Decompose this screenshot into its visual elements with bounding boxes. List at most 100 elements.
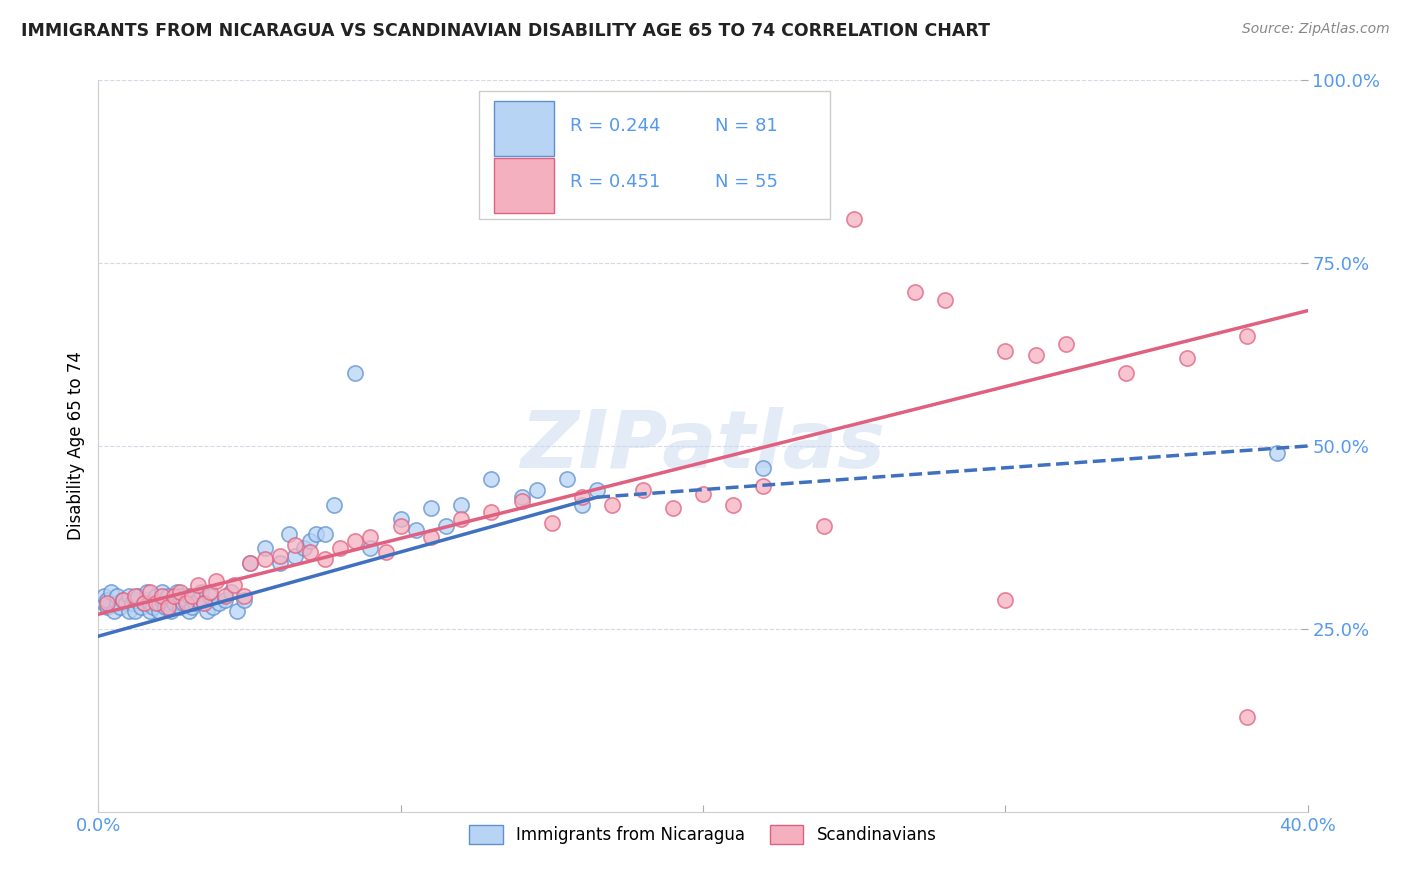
Point (510, 494, 533, 508)
Legend: Immigrants from Nicaragua, Scandinavians: Immigrants from Nicaragua, Scandinavians (463, 818, 943, 851)
Point (160, 603, 183, 617)
Point (631, 483, 654, 497)
Point (1115, 366, 1137, 380)
Point (314, 526, 336, 541)
Point (129, 599, 152, 614)
Point (142, 599, 165, 614)
Point (139, 585, 162, 599)
Point (239, 556, 262, 570)
Point (93, 596, 115, 610)
Text: IMMIGRANTS FROM NICARAGUA VS SCANDINAVIAN DISABILITY AGE 65 TO 74 CORRELATION CH: IMMIGRANTS FROM NICARAGUA VS SCANDINAVIA… (21, 22, 990, 40)
Point (200, 589, 222, 603)
Point (226, 603, 249, 617)
Point (224, 578, 246, 592)
Point (124, 592, 146, 607)
Point (139, 596, 162, 610)
Point (172, 596, 194, 610)
Point (586, 483, 609, 497)
Point (200, 585, 222, 599)
Text: N = 81: N = 81 (716, 117, 778, 135)
Point (904, 285, 927, 300)
Point (253, 552, 276, 566)
Point (148, 596, 170, 610)
Point (555, 472, 578, 486)
Point (169, 585, 191, 599)
Text: Source: ZipAtlas.com: Source: ZipAtlas.com (1241, 22, 1389, 37)
Point (292, 541, 315, 556)
Point (602, 498, 624, 512)
Point (389, 512, 412, 526)
Point (135, 585, 157, 599)
Point (163, 596, 186, 610)
Point (269, 549, 291, 563)
Point (150, 592, 173, 607)
Point (190, 585, 212, 599)
Point (405, 523, 427, 537)
Point (127, 589, 149, 603)
Point (360, 530, 382, 544)
Point (752, 479, 775, 493)
Point (239, 556, 262, 570)
Point (105, 596, 128, 610)
Text: R = 0.244: R = 0.244 (569, 117, 661, 135)
Point (103, 603, 125, 617)
Point (1267, 446, 1289, 460)
Point (96, 596, 118, 610)
Point (844, 212, 866, 227)
Point (232, 589, 254, 603)
Point (181, 589, 204, 603)
Point (118, 603, 141, 617)
Point (166, 585, 188, 599)
Point (121, 596, 143, 610)
Point (1024, 347, 1046, 362)
Bar (494, 158, 554, 212)
Point (174, 592, 197, 607)
Point (132, 596, 155, 610)
Point (145, 589, 167, 603)
Point (723, 498, 745, 512)
Point (195, 603, 218, 617)
Point (208, 596, 231, 610)
Point (344, 366, 367, 380)
Point (156, 589, 179, 603)
Point (299, 545, 322, 559)
Text: R = 0.451: R = 0.451 (569, 173, 661, 191)
Point (510, 490, 533, 504)
Point (571, 498, 593, 512)
Point (187, 592, 209, 607)
Y-axis label: Disability Age 65 to 74: Disability Age 65 to 74 (66, 351, 84, 541)
Point (1054, 336, 1077, 351)
Point (132, 596, 155, 610)
Point (163, 589, 186, 603)
Text: ZIPatlas: ZIPatlas (520, 407, 886, 485)
Point (299, 534, 322, 549)
Point (253, 541, 276, 556)
Point (100, 585, 122, 599)
Bar (494, 102, 554, 156)
Point (118, 589, 141, 603)
Point (169, 589, 191, 603)
Point (934, 293, 956, 307)
Point (124, 603, 146, 617)
Point (96, 599, 118, 614)
Point (450, 512, 472, 526)
Point (420, 501, 443, 516)
Point (571, 490, 593, 504)
Point (1175, 351, 1198, 366)
Point (169, 599, 191, 614)
Point (105, 589, 128, 603)
Point (752, 461, 775, 475)
Point (135, 592, 157, 607)
Point (314, 552, 336, 566)
Point (540, 516, 562, 530)
Point (145, 596, 167, 610)
Point (284, 549, 307, 563)
Point (148, 603, 170, 617)
Point (305, 526, 328, 541)
Point (214, 589, 236, 603)
Point (181, 599, 204, 614)
Point (205, 574, 228, 589)
Point (389, 519, 412, 533)
Point (150, 589, 173, 603)
Point (329, 541, 352, 556)
